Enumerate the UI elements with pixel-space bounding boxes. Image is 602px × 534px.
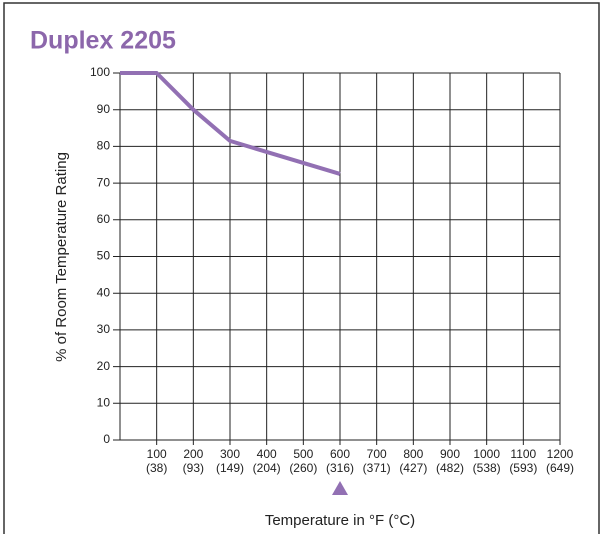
x-tick-label: 200 [183, 447, 203, 461]
x-tick-sublabel: (482) [436, 461, 464, 475]
x-tick-sublabel: (260) [289, 461, 317, 475]
x-tick-label: 1100 [510, 447, 536, 461]
y-tick-label: 90 [97, 102, 111, 116]
x-tick-label: 400 [257, 447, 277, 461]
x-tick-label: 1000 [473, 447, 500, 461]
y-tick-label: 10 [97, 395, 111, 409]
data-line [120, 71, 341, 176]
x-tick-label: 500 [293, 447, 313, 461]
y-tick-label: 30 [97, 322, 111, 336]
x-tick-sublabel: (649) [546, 461, 574, 475]
y-axis-label: % of Room Temperature Rating [53, 152, 70, 362]
marker-triangle [332, 481, 348, 495]
y-tick-label: 80 [97, 139, 111, 153]
y-tick-label: 0 [103, 432, 110, 446]
x-tick-sublabel: (538) [473, 461, 501, 475]
x-tick-sublabel: (204) [253, 461, 281, 475]
x-tick-label: 800 [403, 447, 423, 461]
x-tick-sublabel: (316) [326, 461, 354, 475]
y-tick-label: 40 [97, 285, 111, 299]
x-tick-label: 100 [147, 447, 167, 461]
x-tick-label: 1200 [547, 447, 574, 461]
x-tick-sublabel: (593) [509, 461, 537, 475]
y-tick-label: 100 [90, 65, 110, 79]
y-tick-label: 70 [97, 175, 111, 189]
x-tick-label: 600 [330, 447, 350, 461]
frame [3, 2, 600, 534]
x-axis-label: Temperature in °F (°C) [265, 512, 415, 529]
x-tick-sublabel: (93) [183, 461, 204, 475]
y-tick-label: 50 [97, 249, 111, 263]
y-tick-label: 20 [97, 359, 111, 373]
x-tick-sublabel: (38) [146, 461, 167, 475]
x-tick-label: 700 [367, 447, 387, 461]
y-tick-label: 60 [97, 212, 111, 226]
x-tick-sublabel: (371) [363, 461, 391, 475]
x-tick-sublabel: (427) [399, 461, 427, 475]
x-tick-sublabel: (149) [216, 461, 244, 475]
chart-title: Duplex 2205 [30, 27, 176, 55]
x-tick-label: 300 [220, 447, 240, 461]
x-tick-label: 900 [440, 447, 460, 461]
